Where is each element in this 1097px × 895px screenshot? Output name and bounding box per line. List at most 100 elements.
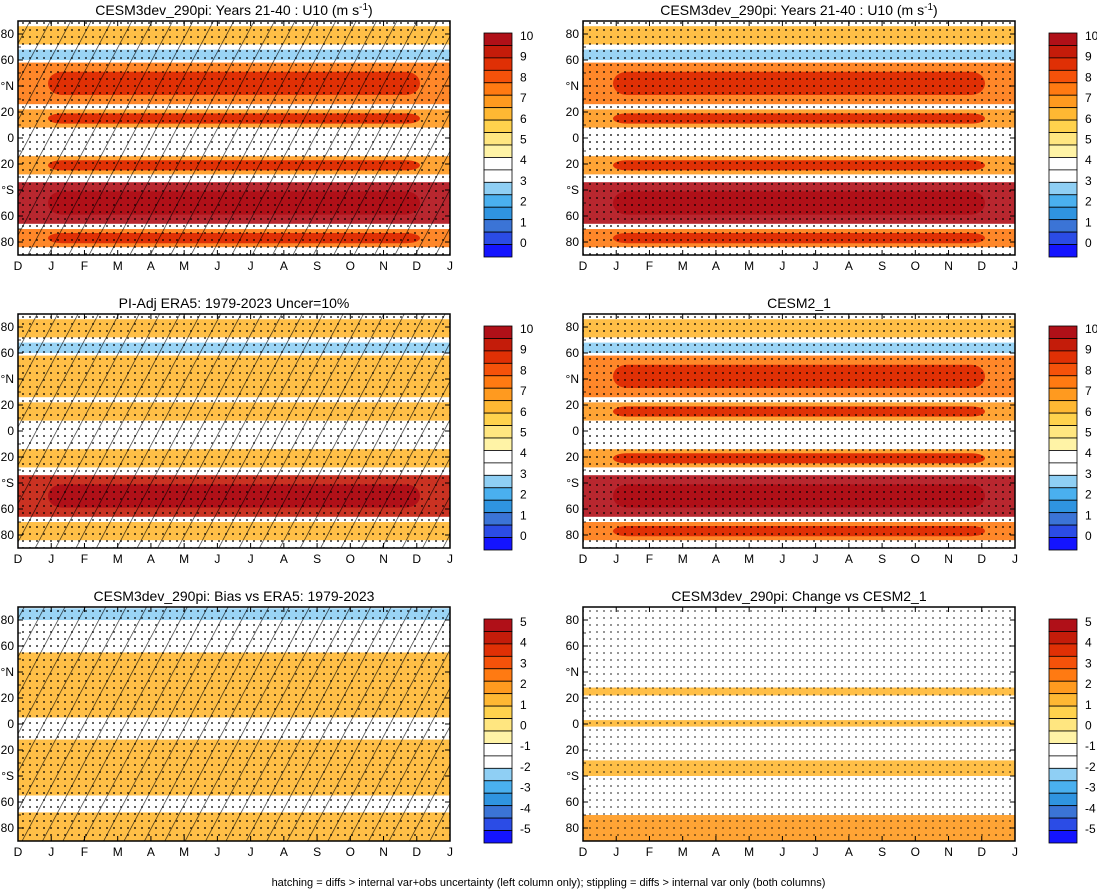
y-tick-label: 20 (566, 157, 580, 171)
footer-note: hatching = diffs > internal var+obs unce… (271, 877, 826, 889)
colorbar-label: 6 (520, 112, 527, 126)
x-tick-label: S (313, 552, 321, 566)
panel-title: PI-Adj ERA5: 1979-2023 Uncer=10% (119, 295, 350, 311)
y-tick-label: 80 (1, 320, 15, 334)
panel-title: CESM2_1 (767, 295, 831, 311)
colorbar-swatch (483, 680, 513, 695)
y-tick-label: 80 (1, 528, 15, 542)
colorbar-swatch (483, 730, 513, 744)
y-tick-label: 20 (1, 157, 15, 171)
x-tick-label: A (147, 552, 155, 566)
colorbar-label: 9 (1085, 50, 1092, 64)
colorbar-swatch (483, 487, 513, 501)
x-tick-label: A (147, 845, 155, 859)
colorbar-label: 2 (1085, 677, 1092, 691)
colorbar-swatch (483, 474, 513, 489)
colorbar-label: 4 (520, 636, 527, 650)
colorbar-swatch (1048, 32, 1078, 46)
colorbar-swatch (483, 32, 513, 46)
colorbar-label: 4 (1085, 636, 1092, 650)
stippling-overlay (583, 607, 1015, 841)
y-tick-label: 80 (1, 27, 15, 41)
y-tick-label: °N (1, 372, 14, 386)
hatching-overlay (18, 314, 450, 548)
colorbar-swatch (483, 362, 513, 377)
colorbar-swatch (1048, 362, 1078, 377)
colorbar-label: 1 (1085, 215, 1092, 229)
colorbar-swatch (1048, 325, 1078, 339)
x-tick-label: M (113, 552, 123, 566)
colorbar-swatch (483, 767, 513, 782)
colorbar-swatch (1048, 618, 1078, 632)
colorbar-swatch (483, 830, 513, 844)
y-tick-label: °N (1, 665, 14, 679)
y-tick-label: °N (566, 79, 579, 93)
colorbar-swatch (1048, 181, 1078, 196)
colorbar-swatch (1048, 119, 1078, 133)
y-tick-label: 60 (566, 639, 580, 653)
x-tick-label: A (845, 552, 853, 566)
x-tick-label: M (113, 259, 123, 273)
panel-4: CESM2_1D J F M A M J J A S O N D J8060°N20020°S608010… (566, 295, 1097, 566)
y-tick-label: °S (566, 183, 579, 197)
colorbar-label: 1 (520, 698, 527, 712)
y-tick-label: 20 (566, 105, 580, 119)
y-tick-label: 0 (7, 424, 14, 438)
colorbar-label: 5 (1085, 426, 1092, 440)
y-tick-label: 80 (566, 235, 580, 249)
x-tick-label: S (878, 552, 886, 566)
colorbar-swatch (483, 350, 513, 364)
colorbar-label: 2 (520, 677, 527, 691)
y-tick-label: 80 (1, 821, 15, 835)
colorbar-label: 0 (520, 719, 527, 733)
colorbar-swatch (483, 462, 513, 476)
panel-5: CESM3dev_290pi: Bias vs ERA5: 1979-2023 D… (1, 588, 531, 859)
x-tick-label: M (179, 259, 189, 273)
colorbar-swatch (483, 512, 513, 526)
colorbar-swatch (1048, 82, 1078, 96)
x-tick-label: D (412, 552, 421, 566)
y-tick-label: 60 (1, 795, 15, 809)
x-tick-label: J (613, 259, 619, 273)
colorbar-swatch (483, 537, 513, 551)
y-tick-label: 60 (566, 53, 580, 67)
colorbar-label: 4 (1085, 446, 1092, 460)
colorbar-label: 8 (520, 70, 527, 84)
y-tick-label: 80 (566, 27, 580, 41)
colorbar-swatch (483, 169, 513, 183)
x-tick-label: J (447, 845, 453, 859)
colorbar-label: 2 (520, 488, 527, 502)
colorbar-label: 0 (1085, 529, 1092, 543)
colorbar-swatch (483, 400, 513, 414)
y-tick-label: °N (1, 79, 14, 93)
x-tick-label: O (346, 259, 355, 273)
colorbar-swatch (483, 524, 513, 538)
colorbar-swatch (1048, 338, 1078, 352)
colorbar-swatch (483, 244, 513, 258)
y-tick-label: 20 (566, 398, 580, 412)
colorbar-swatch (483, 450, 513, 464)
x-tick-label: J (813, 259, 819, 273)
y-tick-label: 60 (1, 209, 15, 223)
colorbar-label: 5 (520, 426, 527, 440)
y-tick-label: °S (566, 769, 579, 783)
colorbar-swatch (483, 119, 513, 133)
colorbar-swatch (1048, 512, 1078, 526)
y-tick-label: 60 (1, 639, 15, 653)
x-tick-label: D (977, 552, 986, 566)
colorbar-label: 7 (520, 91, 527, 105)
x-tick-label: J (779, 845, 785, 859)
x-tick-label: J (813, 845, 819, 859)
y-tick-label: °S (1, 476, 14, 490)
colorbar-swatch (1048, 693, 1078, 707)
colorbar-swatch (483, 45, 513, 59)
colorbar-label: 9 (520, 343, 527, 357)
y-tick-label: 80 (566, 821, 580, 835)
colorbar-label: 1 (520, 215, 527, 229)
colorbar-label: 4 (1085, 153, 1092, 167)
colorbar-label: -4 (520, 801, 531, 815)
colorbar-swatch (1048, 718, 1078, 732)
y-tick-label: 80 (1, 613, 15, 627)
